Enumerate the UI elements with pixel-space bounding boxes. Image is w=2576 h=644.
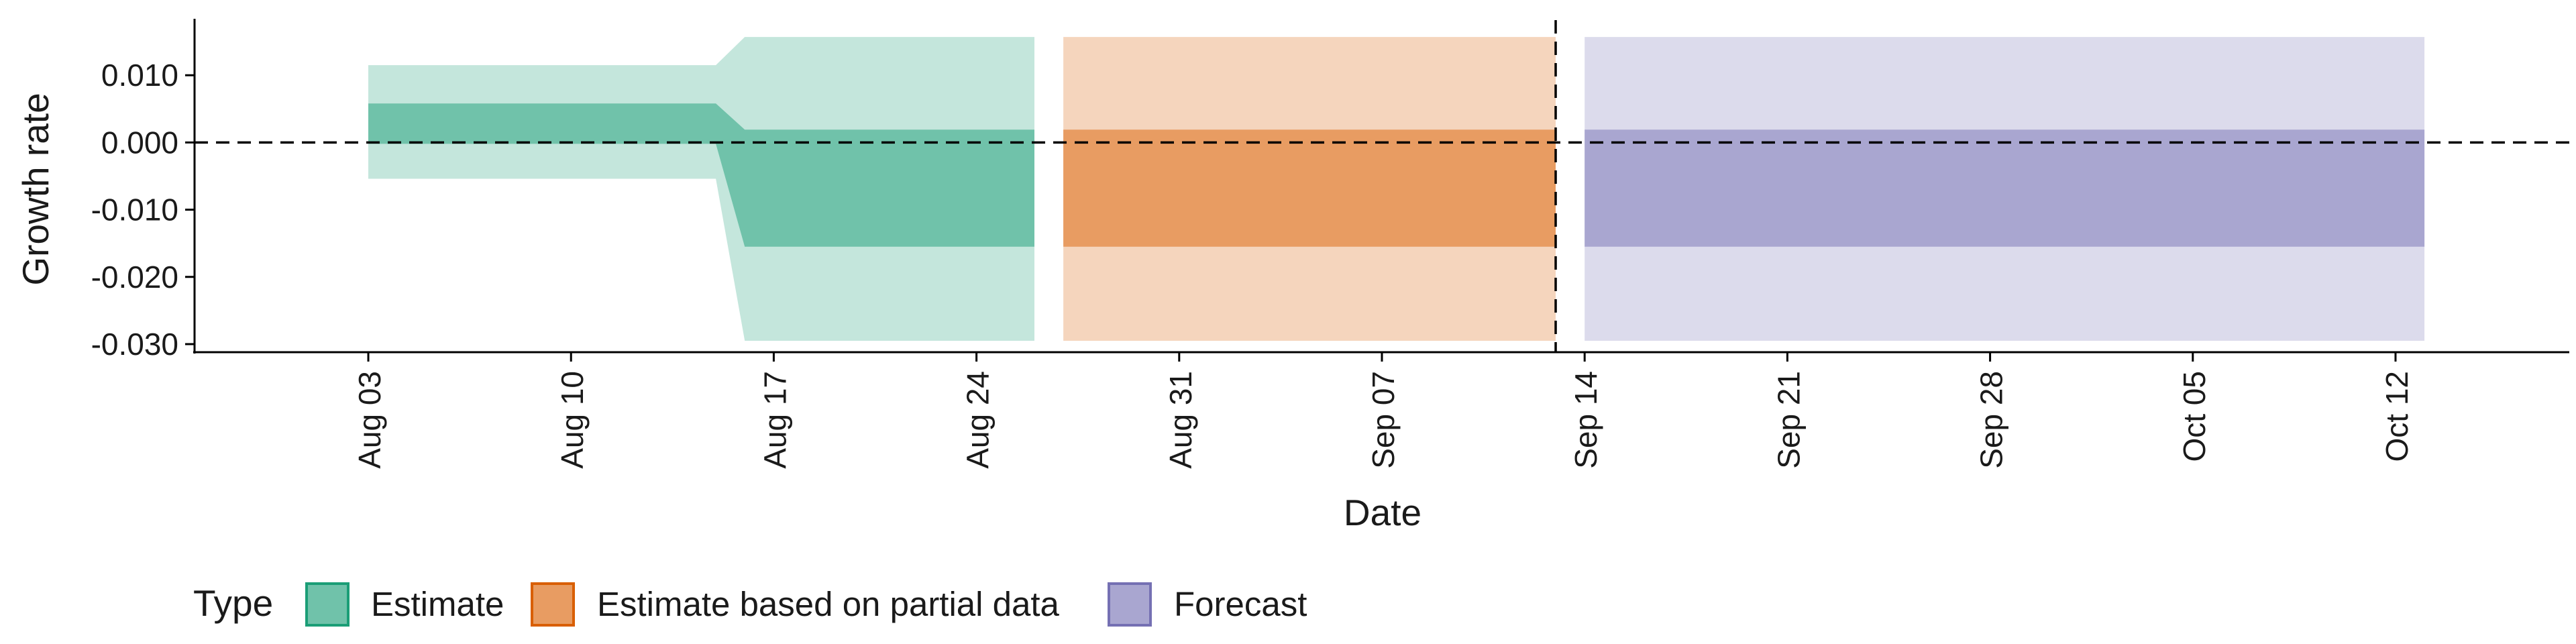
legend-key (1108, 582, 1152, 627)
reference-lines (195, 20, 2569, 352)
x-tick-label: Sep 21 (1771, 371, 1806, 469)
x-tick-label: Aug 31 (1163, 371, 1198, 469)
inner-band-estimate (368, 103, 1034, 247)
y-tick-label: -0.010 (91, 193, 178, 227)
inner-band-forecast (1585, 129, 2425, 247)
y-axis-title: Growth rate (15, 93, 56, 285)
confidence-bands (368, 37, 2425, 341)
x-tick-label: Sep 14 (1568, 371, 1603, 469)
x-tick-label: Aug 10 (555, 371, 590, 469)
legend-key (305, 582, 350, 627)
y-tick-label: 0.010 (101, 58, 178, 93)
x-tick-label: Oct 12 (2379, 371, 2414, 462)
inner-band-estimate-based-on-partial-data (1063, 129, 1556, 247)
y-tick-label: 0.000 (101, 125, 178, 160)
legend: Type Estimate Estimate based on partial d… (193, 582, 1307, 627)
y-tick-label: -0.030 (91, 327, 178, 362)
x-axis-ticks: Aug 03 Aug 10 Aug 17 Aug 24 Aug 31 Sep 07 Sep … (352, 352, 2414, 469)
x-tick-label: Aug 24 (961, 371, 996, 469)
x-tick-label: Aug 03 (352, 371, 387, 469)
legend-label: Estimate based on partial data (597, 585, 1060, 623)
x-axis-title: Date (1344, 492, 1421, 533)
y-tick-label: -0.020 (91, 260, 178, 294)
x-tick-label: Sep 07 (1366, 371, 1401, 469)
legend-label: Forecast (1174, 585, 1307, 623)
x-tick-label: Aug 17 (757, 371, 792, 469)
legend-label: Estimate (371, 585, 504, 623)
legend-key (531, 582, 575, 627)
y-axis-ticks: -0.030 -0.020 -0.010 0.000 0.010 (91, 58, 195, 362)
legend-title: Type (193, 582, 273, 624)
x-tick-label: Oct 05 (2177, 371, 2212, 462)
x-tick-label: Sep 28 (1974, 371, 2009, 469)
